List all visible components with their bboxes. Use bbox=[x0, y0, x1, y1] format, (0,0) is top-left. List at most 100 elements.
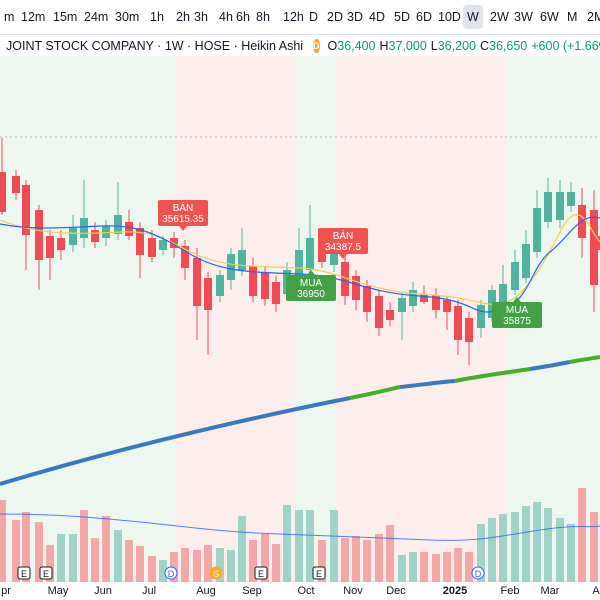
event-marker-letter: E bbox=[316, 569, 322, 579]
timeframe-4h[interactable]: 4h bbox=[219, 10, 233, 24]
event-marker-d[interactable]: D bbox=[471, 566, 485, 580]
volume-bar bbox=[136, 546, 144, 582]
volume-bar bbox=[249, 540, 257, 582]
candle-body bbox=[544, 192, 552, 222]
volume-bar bbox=[363, 540, 371, 582]
volume-bar bbox=[91, 538, 99, 582]
open-value: 36,400 bbox=[337, 39, 376, 53]
volume-bar bbox=[499, 514, 507, 582]
candle-body bbox=[57, 238, 65, 250]
signal-price: 34387.5 bbox=[325, 242, 362, 253]
timeframe-1h[interactable]: 1h bbox=[150, 10, 164, 24]
timeframe-6h[interactable]: 6h bbox=[236, 10, 250, 24]
volume-bar bbox=[590, 512, 598, 582]
candle-body bbox=[159, 240, 167, 250]
timeframe-2d[interactable]: 2D bbox=[327, 10, 343, 24]
event-marker-letter: E bbox=[258, 569, 264, 579]
long-ma-line bbox=[349, 385, 401, 400]
volume-bar bbox=[204, 545, 212, 582]
long-ma-line bbox=[569, 355, 600, 364]
candle-body bbox=[590, 210, 598, 285]
time-axis-label: Aug bbox=[196, 585, 216, 597]
timeframe-30m[interactable]: 30m bbox=[115, 10, 140, 24]
volume-ma-line bbox=[0, 513, 600, 541]
volume-bar bbox=[556, 518, 564, 582]
timeframe-2h[interactable]: 2h bbox=[176, 10, 190, 24]
volume-bar bbox=[420, 552, 428, 582]
event-marker-e[interactable]: E bbox=[312, 566, 326, 580]
timeframe-d[interactable]: D bbox=[309, 10, 319, 24]
timeframe-15m[interactable]: 15m bbox=[53, 10, 78, 24]
candle-body bbox=[477, 305, 485, 328]
ma-yellow-line bbox=[0, 214, 600, 305]
candle-body bbox=[454, 306, 462, 340]
timeframe-8h[interactable]: 8h bbox=[256, 10, 270, 24]
timeframe-m[interactable]: M bbox=[567, 10, 578, 24]
close-value: 36,650 bbox=[489, 39, 528, 53]
timeframe-m[interactable]: m bbox=[4, 10, 15, 24]
candle-body bbox=[295, 250, 303, 275]
volume-bar bbox=[386, 525, 394, 582]
volume-bar bbox=[148, 556, 156, 582]
volume-bar bbox=[477, 524, 485, 582]
candle-body bbox=[375, 296, 383, 328]
event-marker-d[interactable]: D bbox=[164, 566, 178, 580]
candle-body bbox=[12, 176, 20, 193]
timeframe-12m[interactable]: 12m bbox=[21, 10, 46, 24]
symbol-title[interactable]: JOINT STOCK COMPANY · 1W · HOSE · Heikin… bbox=[6, 39, 304, 53]
volume-bar bbox=[193, 550, 201, 582]
candle-body bbox=[238, 250, 246, 270]
volume-bar bbox=[216, 548, 224, 582]
event-marker-e[interactable]: E bbox=[39, 566, 53, 580]
timeframe-24m[interactable]: 24m bbox=[84, 10, 109, 24]
event-marker-e[interactable]: E bbox=[254, 566, 268, 580]
timeframe-3w[interactable]: 3W bbox=[514, 10, 533, 24]
event-marker-letter: S bbox=[213, 569, 219, 579]
time-axis[interactable]: pr May Jun Jul Aug Sep Oct Nov Dec 2025 Feb Mar A bbox=[0, 582, 600, 600]
candle-body bbox=[598, 236, 600, 250]
candle-body bbox=[386, 310, 394, 320]
volume-bar bbox=[432, 554, 440, 582]
volume-bar bbox=[567, 524, 575, 582]
candle-body bbox=[91, 230, 99, 242]
volume-bar bbox=[238, 516, 246, 582]
candle-body bbox=[522, 244, 530, 278]
event-marker-e[interactable]: E bbox=[17, 566, 31, 580]
symbol-legend: JOINT STOCK COMPANY · 1W · HOSE · Heikin… bbox=[0, 36, 600, 56]
candle-body bbox=[193, 258, 201, 306]
timeframe-w[interactable]: W bbox=[463, 5, 483, 29]
volume-bar bbox=[12, 520, 20, 582]
timeframe-10d[interactable]: 10D bbox=[438, 10, 461, 24]
volume-bar bbox=[46, 545, 54, 582]
timeframe-6w[interactable]: 6W bbox=[540, 10, 559, 24]
timeframe-2w[interactable]: 2W bbox=[490, 10, 509, 24]
timeframe-6d[interactable]: 6D bbox=[416, 10, 432, 24]
volume-bar bbox=[125, 540, 133, 582]
dividend-badge[interactable]: D bbox=[313, 39, 320, 53]
candle-body bbox=[409, 290, 417, 306]
timeframe-3h[interactable]: 3h bbox=[194, 10, 208, 24]
timeframe-12h[interactable]: 12h bbox=[283, 10, 304, 24]
timeframe-5d[interactable]: 5D bbox=[394, 10, 410, 24]
volume-bar bbox=[306, 510, 314, 582]
event-marker-s[interactable]: S bbox=[209, 566, 223, 580]
timeframe-2m[interactable]: 2M bbox=[587, 10, 600, 24]
candle-body bbox=[272, 282, 280, 304]
timeframe-3d[interactable]: 3D bbox=[347, 10, 363, 24]
timeframe-4d[interactable]: 4D bbox=[369, 10, 385, 24]
volume-bar bbox=[375, 534, 383, 582]
candle-body bbox=[249, 266, 257, 296]
volume-bar bbox=[454, 548, 462, 582]
volume-bar bbox=[102, 516, 110, 582]
candle-body bbox=[420, 294, 428, 302]
volume-bar bbox=[578, 488, 586, 582]
candle-body bbox=[567, 192, 575, 206]
signal-type: BÁN bbox=[173, 201, 194, 214]
candle-body bbox=[125, 222, 133, 236]
volume-bar bbox=[533, 502, 541, 582]
